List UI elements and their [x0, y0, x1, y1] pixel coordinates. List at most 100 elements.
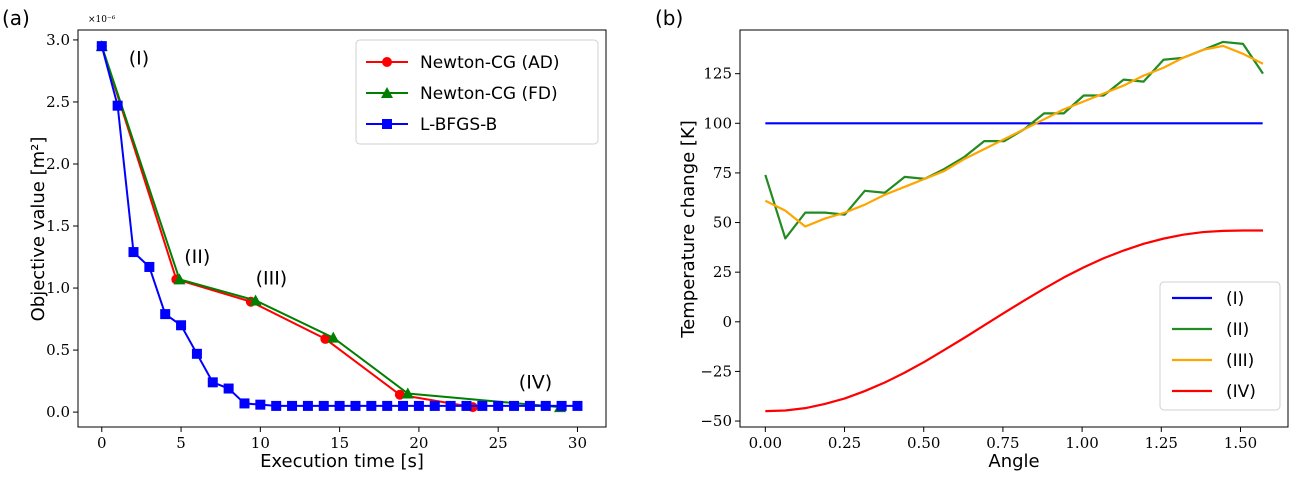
- series-line-ii: [764, 40, 1264, 240]
- panel-b-label: (b): [655, 6, 683, 30]
- x-tick-label: 0.50: [907, 434, 940, 452]
- x-tick-label: 25: [489, 434, 508, 452]
- data-point: [461, 400, 472, 411]
- legend-label: L-BFGS-B: [420, 115, 497, 135]
- panel-a-series: [95, 40, 583, 413]
- panel-a-ylabel: Objective value [m²]: [28, 137, 49, 322]
- x-tick-label: 1.25: [1145, 434, 1178, 452]
- data-point: [320, 333, 331, 344]
- panel-a-objective-chart: (a) ×10⁻⁶ 0 5 10 15 20 25 30 0.0 0.5 1.0 1.5 2.0 2.5…: [2, 6, 607, 472]
- data-point: [429, 400, 440, 411]
- panel-b-temperature-chart: (b) 0.00 0.25 0.50 0.75 1.00 1.25 1.50 −50 −25 0 2…: [655, 6, 1289, 472]
- y-tick-label: 0.0: [46, 403, 70, 421]
- panel-b-legend: (I) (II) (III) (IV): [1159, 281, 1281, 411]
- data-point: [413, 400, 424, 411]
- annotation-label: (II): [184, 246, 210, 268]
- x-tick-label: 1.00: [1065, 434, 1098, 452]
- legend-marker: [382, 57, 392, 67]
- panel-a-ticks: 0 5 10 15 20 25 30 0.0 0.5 1.0 1.5 2.0 2.5 3.0: [46, 31, 587, 452]
- data-point: [128, 247, 139, 258]
- legend-label: (I): [1226, 289, 1244, 309]
- annotation-label: (III): [256, 267, 288, 289]
- x-tick-label: 20: [409, 434, 428, 452]
- y-tick-label: 0.5: [46, 341, 70, 359]
- data-point: [96, 41, 107, 52]
- annotation-label: (IV): [519, 372, 552, 394]
- data-point: [318, 400, 329, 411]
- y-scale-note: ×10⁻⁶: [88, 15, 116, 25]
- panel-a-legend-box: [355, 39, 599, 145]
- legend-entry: L-BFGS-B: [366, 115, 497, 135]
- series-line-iii: [764, 44, 1264, 228]
- data-point: [249, 294, 262, 306]
- annotation-label: (I): [129, 48, 149, 70]
- data-point: [350, 400, 361, 411]
- y-tick-label: −50: [700, 412, 732, 430]
- data-point: [176, 320, 187, 331]
- y-tick-label: 50: [713, 214, 732, 232]
- panel-b-xlabel: Angle: [988, 451, 1039, 472]
- x-tick-label: 0.75: [986, 434, 1019, 452]
- data-point: [572, 400, 583, 411]
- data-point: [173, 273, 186, 285]
- data-point: [144, 261, 155, 272]
- panel-a-legend: Newton-CG (AD) Newton-CG (FD) L-BFGS-B: [355, 39, 599, 145]
- data-point: [398, 400, 409, 411]
- legend-label: (II): [1226, 320, 1249, 340]
- x-tick-label: 10: [251, 434, 270, 452]
- data-point: [556, 400, 567, 411]
- x-tick-label: 0.25: [828, 434, 861, 452]
- data-point: [524, 400, 535, 411]
- data-point: [493, 400, 504, 411]
- data-point: [191, 348, 202, 359]
- y-tick-label: −25: [700, 362, 732, 380]
- data-point: [223, 383, 234, 394]
- y-tick-label: 1.0: [46, 279, 70, 297]
- x-tick-label: 0: [97, 434, 107, 452]
- data-point: [445, 400, 456, 411]
- panel-a-xlabel: Execution time [s]: [260, 451, 424, 472]
- data-point: [401, 387, 414, 399]
- x-tick-label: 0.00: [749, 434, 782, 452]
- legend-entry: (IV): [1172, 382, 1256, 402]
- data-point: [160, 309, 171, 320]
- data-point: [382, 400, 393, 411]
- x-tick-label: 30: [568, 434, 587, 452]
- y-tick-label: 100: [703, 114, 732, 132]
- panel-b-series: [764, 40, 1264, 413]
- x-tick-label: 5: [176, 434, 186, 452]
- data-point: [477, 400, 488, 411]
- data-point: [239, 398, 250, 409]
- data-point: [509, 400, 520, 411]
- series-line: [100, 45, 561, 409]
- data-point: [334, 400, 345, 411]
- data-point: [540, 400, 551, 411]
- panel-a-annotations: (I) (II) (III) (IV): [129, 48, 552, 394]
- legend-label: Newton-CG (FD): [420, 84, 558, 104]
- data-point: [112, 100, 123, 111]
- y-tick-label: 125: [703, 65, 732, 83]
- data-point: [207, 377, 218, 388]
- data-point: [271, 400, 282, 411]
- data-point: [366, 400, 377, 411]
- data-point: [287, 400, 298, 411]
- data-point: [302, 400, 313, 411]
- data-point: [255, 399, 266, 410]
- y-tick-label: 25: [713, 263, 732, 281]
- y-tick-label: 1.5: [46, 217, 70, 235]
- y-tick-label: 75: [713, 164, 732, 182]
- legend-marker: [381, 87, 393, 98]
- x-tick-label: 15: [330, 434, 349, 452]
- series-line-iv: [765, 229, 1263, 413]
- y-tick-label: 0: [722, 313, 732, 331]
- legend-label: (III): [1226, 351, 1254, 371]
- legend-entry: Newton-CG (AD): [366, 53, 560, 73]
- data-point: [327, 331, 340, 343]
- panel-b-legend-box: [1159, 281, 1281, 411]
- legend-marker: [382, 119, 392, 129]
- legend-entry: (I): [1172, 289, 1244, 309]
- legend-entry: (II): [1172, 320, 1249, 340]
- y-tick-label: 2.5: [46, 93, 70, 111]
- legend-label: Newton-CG (AD): [420, 53, 560, 73]
